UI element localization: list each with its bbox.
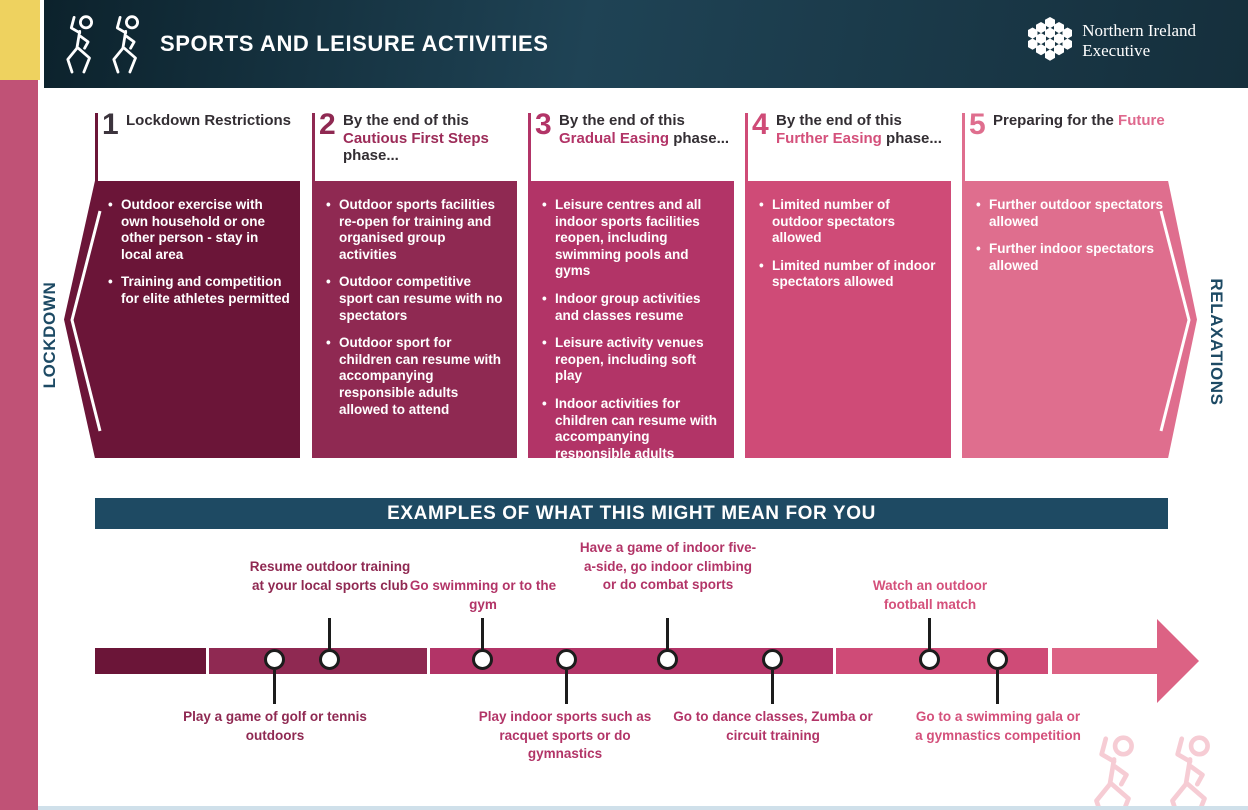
connector-line [771,670,774,704]
phase-2-bullet: Outdoor competitive sport can resume wit… [326,274,507,324]
milestone-label-below: Play indoor sports such as racquet sport… [478,709,652,762]
logo-line2: Executive [1082,41,1151,60]
connector-line [273,670,276,704]
phase-4-bullet: Limited number of outdoor spectators all… [759,197,941,247]
phase-2-title: By the end of this Cautious First Steps … [343,112,489,165]
relaxations-side-label: RELAXATIONS [1207,278,1226,406]
phase-1-box: Outdoor exercise with own household or o… [64,181,300,458]
timeline-dot [264,649,285,670]
timeline-dot [987,649,1008,670]
milestone-label-above: Have a game of indoor five-a-side, go in… [579,540,757,593]
phase-5-bullet: Further outdoor spectators allowed [976,197,1187,230]
milestone-label-above: Resume outdoor training at your local sp… [249,559,411,593]
phase-4-header: 4 By the end of this Further Easing phas… [745,108,951,181]
phase-4-box: Limited number of outdoor spectators all… [745,181,951,458]
timeline-segment-4 [836,648,1048,674]
phase-5-line [962,113,965,181]
phase-4-line [745,113,748,181]
examples-banner: EXAMPLES OF WHAT THIS MIGHT MEAN FOR YOU [95,498,1168,529]
milestone-label-below: Go to dance classes, Zumba or circuit tr… [673,709,873,743]
phase-1-number: 1 [102,108,119,141]
phase-1-line [95,113,98,181]
phase-1-title: Lockdown Restrictions [126,112,292,129]
decorative-dancing-figures-icon [1082,733,1220,810]
timeline-segment-5 [1052,648,1157,674]
timeline-segment-1 [95,648,206,674]
left-chevron-icon [70,210,102,432]
ni-executive-logo-text: Northern Ireland Executive [1082,21,1196,60]
timeline-dot [472,649,493,670]
timeline-segment-2 [209,648,427,674]
lockdown-side-label: LOCKDOWN [40,281,59,389]
phase-1-bullet: Training and competition for elite athle… [108,274,290,307]
connector-line [996,670,999,704]
ni-executive-logo: Northern Ireland Executive [1028,16,1196,66]
phase-3-title: By the end of this Gradual Easing phase.… [559,112,730,147]
connector-line [565,670,568,704]
phase-3-number: 3 [535,108,552,141]
phase-5-box: Further outdoor spectators allowed Furth… [962,181,1197,458]
connector-line [928,618,931,652]
phase-5-header: 5 Preparing for the Future [962,108,1168,181]
phase-3-bullet: Leisure centres and all indoor sports fa… [542,197,724,280]
connector-line [666,618,669,652]
left-accent-strip [0,80,38,810]
phase-2-bullet: Outdoor sport for children can resume wi… [326,335,507,418]
phase-2-line [312,113,315,181]
milestone-label-above: Watch an outdoor football match [872,578,988,612]
timeline-dot [556,649,577,670]
timeline-dot [762,649,783,670]
yellow-corner-block [0,0,40,80]
ni-executive-logo-icon [1028,17,1073,61]
phase-1-header: 1 Lockdown Restrictions [95,108,300,181]
timeline-dot [919,649,940,670]
phase-1-bullet: Outdoor exercise with own household or o… [108,197,290,263]
phase-3-line [528,113,531,181]
timeline-dot [657,649,678,670]
phase-2-header: 2 By the end of this Cautious First Step… [312,108,517,181]
logo-line1: Northern Ireland [1082,21,1196,41]
dancing-figures-icon [58,14,146,74]
phase-2-bullet: Outdoor sports facilities re-open for tr… [326,197,507,263]
connector-line [328,618,331,652]
milestone-label-above: Go swimming or to the gym [409,578,557,612]
phase-4-number: 4 [752,108,769,141]
milestone-label-below: Go to a swimming gala or a gymnastics co… [915,709,1081,743]
connector-line [481,618,484,652]
phase-4-bullet: Limited number of indoor spectators allo… [759,258,941,291]
phase-3-box: Leisure centres and all indoor sports fa… [528,181,734,477]
timeline-arrowhead [1157,619,1199,703]
phase-4-title: By the end of this Further Easing phase.… [776,112,942,147]
phase-5-bullet: Further indoor spectators allowed [976,241,1187,274]
milestone-label-below: Play a game of golf or tennis outdoors [183,709,367,743]
phase-5-title: Preparing for the Future [993,112,1165,129]
page-title: SPORTS AND LEISURE ACTIVITIES [160,31,549,56]
timeline-dot [319,649,340,670]
bottom-divider [38,806,1248,810]
phase-2-number: 2 [319,108,336,141]
phase-3-header: 3 By the end of this Gradual Easing phas… [528,108,734,181]
phase-3-bullet: Indoor group activities and classes resu… [542,291,724,324]
header-bar: SPORTS AND LEISURE ACTIVITIES [44,0,1248,88]
phase-3-bullet: Leisure activity venues reopen, includin… [542,335,724,385]
phase-3-bullet: Indoor activities for children can resum… [542,396,724,479]
phase-2-box: Outdoor sports facilities re-open for tr… [312,181,517,458]
phase-5-number: 5 [969,108,986,141]
